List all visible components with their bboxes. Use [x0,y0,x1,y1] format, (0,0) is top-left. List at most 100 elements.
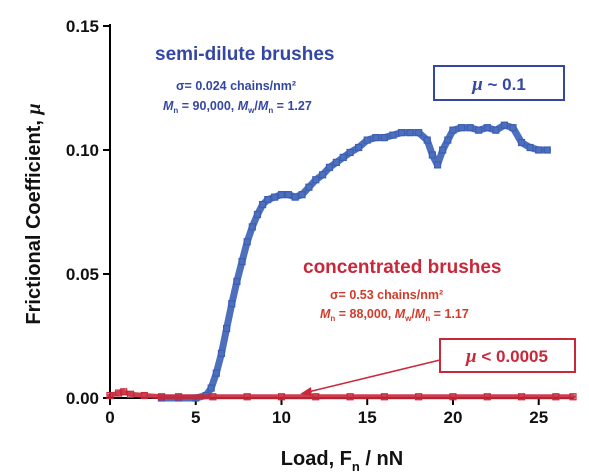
data-point-semi-dilute-brushes [428,151,436,159]
data-point-semi-dilute-brushes [475,126,483,134]
data-point-semi-dilute-brushes [312,176,320,184]
concentrated-sigma: σ= 0.53 chains/nm² [330,288,443,302]
semi-mw-label: M [238,99,249,113]
data-point-semi-dilute-brushes [389,131,397,139]
data-point-semi-dilute-brushes [277,191,286,199]
semi-mn2-label: M [258,99,269,113]
conc-mn2-sub: n [425,314,430,323]
semi-dilute-annotation: semi-dilute brushes σ= 0.024 chains/nm² … [155,44,335,115]
mu-low-symbol: μ [465,346,477,367]
data-point-semi-dilute-brushes [466,124,474,132]
series-line-concentrated-brushes [107,389,576,400]
mu-high-box-frame [433,65,565,101]
data-point-semi-dilute-brushes [372,134,380,142]
y-tick-label: 0.00 [66,389,99,408]
data-point-semi-dilute-brushes [259,200,267,209]
data-point-semi-dilute-brushes [439,146,447,154]
y-axis-title-mu: μ [23,103,45,115]
data-point-semi-dilute-brushes [380,134,388,142]
data-point-semi-dilute-brushes [298,191,306,199]
data-point-semi-dilute-brushes [449,126,457,134]
conc-mn-value: = 88,000, [335,307,394,321]
data-point-concentrated-brushes [157,393,166,401]
data-point-semi-dilute-brushes [291,193,299,201]
data-point-semi-dilute-brushes [433,161,442,169]
data-point-semi-dilute-brushes [223,324,231,333]
y-tick-label: 0.10 [66,141,99,160]
data-point-semi-dilute-brushes [233,277,241,286]
data-point-concentrated-brushes [120,388,128,396]
y-tick-label: 0.15 [66,17,99,36]
mu-low-pointer-line [307,359,441,393]
data-point-semi-dilute-brushes [355,143,363,152]
semi-mn-label: M [163,99,174,113]
data-point-semi-dilute-brushes [217,349,226,357]
x-tick-label: 15 [358,408,377,427]
data-point-concentrated-brushes [126,390,135,398]
concentrated-annotation: concentrated brushes σ= 0.53 chains/nm² … [303,257,502,323]
data-point-semi-dilute-brushes [517,138,526,147]
conc-mw-sub: w [404,314,412,323]
semi-dilute-mw: Mn = 90,000, Mw/Mn = 1.27 [163,99,312,115]
data-point-concentrated-brushes [312,393,320,401]
mu-low-box: μ < 0.0005 [300,338,576,396]
x-tick-label: 0 [105,408,114,427]
semi-mw-sub: w [247,106,255,115]
x-tick-label: 20 [444,408,463,427]
data-point-concentrated-brushes [449,393,457,401]
x-axis-title: Load, Fn / nN [281,448,403,474]
data-point-semi-dilute-brushes [457,124,466,132]
data-point-semi-dilute-brushes [526,143,534,152]
data-point-semi-dilute-brushes [535,146,543,154]
data-point-semi-dilute-brushes [509,124,517,132]
mu-high-box-text: μ ~ 0.1 [471,74,526,95]
data-point-concentrated-brushes [243,393,251,401]
data-point-concentrated-brushes [277,393,286,401]
semi-dilute-title: semi-dilute brushes [155,44,335,65]
data-point-semi-dilute-brushes [423,136,431,144]
conc-mn-sub: n [330,314,335,323]
data-point-concentrated-brushes [483,393,491,401]
concentrated-mw: Mn = 88,000, Mw/Mn = 1.17 [320,307,469,323]
mu-high-box: μ ~ 0.1 [433,65,565,101]
conc-mn2-label: M [415,307,426,321]
data-point-semi-dilute-brushes [325,163,334,171]
data-point-concentrated-brushes [569,393,577,401]
data-point-semi-dilute-brushes [444,136,452,144]
conc-mw-label: M [395,307,406,321]
data-point-semi-dilute-brushes [243,238,251,246]
semi-mn-value: = 90,000, [178,99,237,113]
data-point-semi-dilute-brushes [305,183,313,191]
data-point-concentrated-brushes [346,393,354,401]
data-point-concentrated-brushes [114,389,123,397]
data-point-semi-dilute-brushes [363,136,371,144]
x-axis-title-unit: / nN [360,448,403,470]
data-point-semi-dilute-brushes [212,369,220,377]
y-tick-label: 0.05 [66,265,99,284]
data-point-concentrated-brushes [209,393,217,401]
mu-low-value: < 0.0005 [477,347,548,366]
data-point-concentrated-brushes [106,391,114,400]
concentrated-title: concentrated brushes [303,257,502,278]
data-point-semi-dilute-brushes [339,153,347,162]
data-point-semi-dilute-brushes [415,129,423,137]
data-point-semi-dilute-brushes [406,129,414,137]
semi-ratio: = 1.27 [273,99,312,113]
data-point-semi-dilute-brushes [492,126,500,134]
data-point-concentrated-brushes [380,393,388,401]
series-layer [106,121,577,402]
data-point-semi-dilute-brushes [271,193,279,201]
data-point-semi-dilute-brushes [228,300,236,308]
semi-mn2-sub: n [268,106,273,115]
data-point-concentrated-brushes [517,393,526,401]
mu-high-value: ~ 0.1 [483,75,526,94]
data-point-semi-dilute-brushes [319,171,327,179]
data-point-concentrated-brushes [174,393,183,401]
conc-ratio: = 1.17 [430,307,469,321]
data-point-semi-dilute-brushes [238,258,246,266]
data-point-semi-dilute-brushes [207,384,215,392]
mu-low-box-frame [439,338,576,373]
data-point-semi-dilute-brushes [397,129,406,137]
x-axis-title-sub: n [352,459,360,474]
